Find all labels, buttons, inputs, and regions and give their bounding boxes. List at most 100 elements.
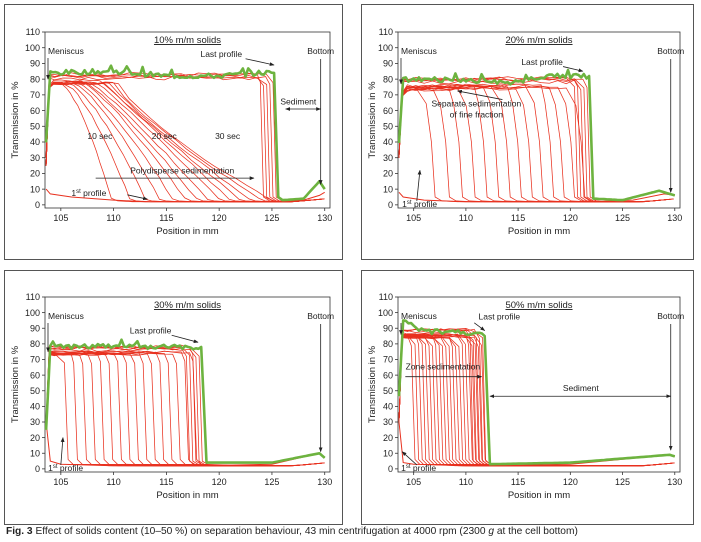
bottom-label: Bottom	[657, 46, 684, 56]
y-tick-label: 20	[383, 169, 393, 179]
profile-line	[398, 336, 675, 467]
x-tick-label: 115	[511, 213, 525, 223]
chart-panel-30-percent: 0 10 20 30 40 50 60 70 80 90 100 110 105 110 115 120 125…	[4, 270, 343, 525]
y-tick-label: 110	[379, 27, 393, 37]
y-tick-label: 0	[35, 464, 40, 474]
first-profile-label: 1st profile	[402, 199, 437, 209]
x-tick-label: 120	[563, 477, 578, 487]
meniscus-label: Meniscus	[401, 311, 437, 321]
y-tick-label: 0	[388, 200, 393, 210]
profile-line	[45, 353, 318, 467]
x-tick-label: 105	[53, 213, 68, 223]
x-tick-label: 105	[406, 477, 421, 487]
x-tick-label: 120	[212, 213, 227, 223]
bottom-label: Bottom	[307, 311, 334, 321]
y-tick-label: 90	[30, 59, 40, 69]
time-label-10-sec: 10 sec	[87, 131, 113, 141]
last-profile-arrow	[171, 334, 199, 344]
x-tick-label: 125	[615, 477, 630, 487]
zone-sedimentation-label: Zone sedimentation	[406, 362, 481, 372]
profile-line	[398, 335, 674, 467]
x-tick-label: 130	[667, 213, 682, 223]
profile-line	[398, 76, 674, 203]
y-tick-label: 60	[30, 106, 40, 116]
y-tick-label: 40	[30, 402, 40, 412]
y-tick-label: 90	[30, 323, 40, 333]
x-tick-label: 130	[317, 477, 332, 487]
first-profile-arrow	[127, 194, 148, 201]
y-axis-label: Transmission in %	[367, 345, 378, 423]
bottom-label: Bottom	[307, 46, 334, 56]
x-tick-label: 105	[53, 477, 68, 487]
profile-line	[45, 346, 316, 467]
y-tick-label: 40	[30, 137, 40, 147]
y-tick-label: 80	[383, 74, 393, 84]
separate-sedimentation-arrow	[457, 89, 503, 100]
profile-line	[398, 335, 675, 467]
y-tick-label: 10	[383, 448, 393, 458]
x-tick-label: 130	[317, 213, 332, 223]
x-tick-label: 130	[667, 477, 682, 487]
bottom-label: Bottom	[657, 311, 684, 321]
y-tick-label: 90	[383, 59, 393, 69]
x-tick-label: 105	[406, 213, 421, 223]
profile-line	[45, 351, 321, 467]
x-tick-label: 115	[159, 477, 173, 487]
y-tick-label: 20	[30, 169, 40, 179]
caption-label: Fig. 3	[6, 526, 33, 537]
first-profile-line	[398, 191, 675, 203]
meniscus-label: Meniscus	[401, 46, 437, 56]
figure-caption: Fig. 3 Effect of solids content (10–50 %…	[6, 525, 696, 539]
plot-frame	[397, 296, 681, 473]
profile-line	[398, 334, 672, 467]
y-tick-label: 100	[25, 43, 40, 53]
y-tick-label: 110	[26, 27, 40, 37]
time-label-20-sec: 20 sec	[152, 131, 178, 141]
last-profile-label: Last profile	[521, 57, 563, 67]
y-tick-label: 100	[25, 308, 40, 318]
y-tick-label: 50	[383, 386, 393, 396]
separate-sedimentation-label-2: of fine fraction	[450, 110, 504, 120]
profile-line	[45, 353, 323, 467]
first-profile-line	[398, 421, 675, 467]
caption-text-2: at the cell bottom)	[496, 526, 578, 537]
y-tick-label: 30	[383, 153, 393, 163]
chart-svg-10-percent: 0 10 20 30 40 50 60 70 80 90 100 110 105 110 115 120 125…	[10, 27, 334, 237]
y-tick-label: 80	[383, 339, 393, 349]
y-tick-label: 30	[30, 417, 40, 427]
x-tick-label: 125	[264, 477, 279, 487]
y-tick-label: 0	[388, 464, 393, 474]
profile-line	[45, 350, 322, 467]
profile-line	[45, 353, 319, 467]
y-tick-label: 50	[30, 121, 40, 131]
profile-line	[398, 334, 672, 467]
profile-line	[45, 81, 321, 203]
x-axis-label: Position in mm	[156, 226, 218, 237]
sediment-label: Sediment	[563, 383, 600, 393]
profile-line	[398, 334, 672, 467]
meniscus-label: Meniscus	[48, 46, 84, 56]
y-axis-label: Transmission in %	[10, 81, 21, 159]
y-tick-label: 20	[30, 433, 40, 443]
x-axis-label: Position in mm	[156, 490, 218, 501]
last-profile-line	[397, 319, 676, 466]
x-tick-label: 110	[459, 213, 473, 223]
x-axis-label: Position in mm	[508, 490, 570, 501]
y-tick-label: 30	[383, 417, 393, 427]
profile-line	[398, 334, 675, 467]
first-profile-label: 1st profile	[71, 188, 106, 198]
last-profile-line	[44, 338, 326, 464]
y-tick-label: 20	[383, 433, 393, 443]
first-profile-label: 1st profile	[401, 463, 436, 473]
meniscus-label: Meniscus	[48, 311, 84, 321]
y-tick-label: 50	[383, 121, 393, 131]
plot-frame	[44, 31, 331, 209]
y-axis-label: Transmission in %	[10, 345, 21, 423]
last-profile-line	[397, 68, 676, 202]
y-tick-label: 70	[30, 90, 40, 100]
profile-line	[398, 334, 672, 467]
chart-title: 50% m/m solids	[505, 300, 572, 311]
profile-line	[398, 77, 671, 203]
y-tick-label: 10	[30, 184, 40, 194]
y-tick-label: 50	[30, 386, 40, 396]
